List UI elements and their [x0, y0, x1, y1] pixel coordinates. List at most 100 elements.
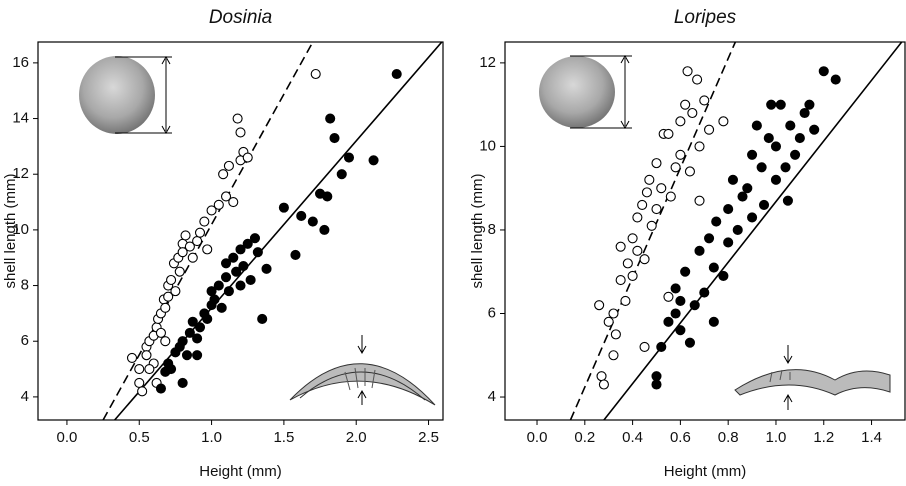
scatter-point: [785, 120, 796, 131]
scatter-point: [603, 316, 614, 327]
fit-line: [114, 42, 443, 420]
scatter-point: [155, 383, 166, 394]
scatter-point: [670, 283, 681, 294]
chart-title: Dosinia: [209, 7, 272, 28]
scatter-point: [177, 336, 188, 347]
scatter-point: [675, 116, 686, 127]
scatter-point: [675, 325, 686, 336]
scatter-point: [770, 174, 782, 185]
scatter-point: [202, 313, 213, 325]
scatter-point: [694, 195, 705, 206]
scatter-point: [181, 350, 193, 361]
scatter-point: [180, 230, 191, 241]
scatter-point: [742, 183, 753, 194]
scatter-point: [296, 210, 307, 222]
scatter-point: [319, 224, 330, 235]
scatter-point: [238, 261, 249, 272]
scatter-point: [213, 280, 224, 291]
scatter-point: [134, 364, 145, 375]
scatter-point: [184, 327, 195, 338]
scatter-point: [325, 113, 336, 124]
scatter-point: [187, 252, 198, 263]
scatter-point: [632, 245, 643, 256]
scatter-point: [747, 212, 758, 223]
scatter-point: [235, 280, 246, 291]
fit-line: [102, 42, 314, 420]
scatter-point: [310, 68, 321, 80]
scatter-point: [732, 224, 743, 236]
scatter-point: [689, 300, 700, 311]
scatter-point: [639, 254, 650, 265]
y-tick-label: 8: [488, 221, 496, 238]
scatter-point: [242, 152, 253, 163]
y-tick-label: 4: [488, 388, 496, 405]
scatter-point: [177, 247, 188, 258]
scatter-point: [322, 191, 333, 202]
scatter-point: [290, 249, 301, 260]
scatter-point: [615, 275, 626, 286]
y-tick-label: 12: [479, 54, 496, 71]
scatter-point: [174, 266, 185, 277]
scatter-point: [704, 124, 715, 135]
x-tick-label: 0.2: [574, 429, 595, 446]
shell-section-left: [289, 335, 436, 406]
scatter-point: [751, 120, 762, 131]
scatter-point: [684, 166, 695, 177]
scatter-point: [615, 241, 626, 252]
scatter-point: [278, 202, 289, 213]
scatter-point: [594, 300, 605, 311]
scatter-point: [177, 377, 188, 389]
scatter-point: [610, 329, 621, 340]
scatter-point: [782, 195, 793, 206]
scatter-point: [220, 258, 232, 269]
scatter-point: [126, 352, 138, 363]
scatter-point: [651, 379, 662, 390]
scatter-point: [134, 377, 145, 389]
scatter-point: [194, 322, 206, 333]
scatter-point: [663, 128, 674, 139]
scatter-point: [170, 286, 181, 297]
scatter-point: [711, 216, 722, 227]
scatter-point: [708, 316, 719, 327]
scatter-point: [141, 350, 152, 361]
scatter-point: [799, 107, 810, 119]
scatter-point: [718, 116, 729, 127]
scatter-point: [194, 227, 206, 238]
scatter-point: [670, 308, 681, 319]
scatter-point: [656, 183, 667, 194]
plot-frame: [504, 41, 906, 421]
scatter-point: [192, 235, 203, 247]
scatter-point: [184, 241, 195, 252]
y-tick-label: 6: [21, 332, 29, 349]
scatter-point: [391, 68, 402, 80]
x-tick-label: 0.4: [622, 429, 643, 446]
scatter-point: [756, 162, 767, 173]
scatter-point: [336, 169, 347, 180]
y-tick-label: 10: [479, 137, 496, 154]
scatter-point: [675, 149, 686, 160]
scatter-point: [651, 158, 662, 169]
scatter-point: [656, 341, 667, 352]
scatter-point: [252, 247, 263, 258]
scatter-point: [651, 371, 662, 382]
fit-line: [569, 42, 737, 420]
x-tick-label: 2.5: [418, 429, 439, 446]
scatter-point: [692, 74, 703, 85]
scatter-point: [637, 199, 648, 210]
x-tick-label: 1.0: [201, 429, 222, 446]
fit-line: [603, 42, 903, 420]
scatter-point: [192, 333, 203, 344]
scatter-point: [228, 197, 239, 208]
scatter-point: [261, 263, 272, 274]
scatter-point: [144, 364, 155, 375]
scatter-point: [639, 341, 650, 352]
y-tick-label: 8: [21, 277, 29, 294]
scatter-point: [155, 327, 166, 338]
x-tick-label: 2.0: [346, 429, 367, 446]
x-tick-label: 1.4: [861, 429, 882, 446]
scatter-point: [684, 337, 695, 348]
scatter-point: [694, 245, 705, 256]
shell-photo-left: [79, 55, 172, 135]
scatter-point: [663, 316, 674, 327]
x-tick-label: 1.5: [273, 429, 294, 446]
